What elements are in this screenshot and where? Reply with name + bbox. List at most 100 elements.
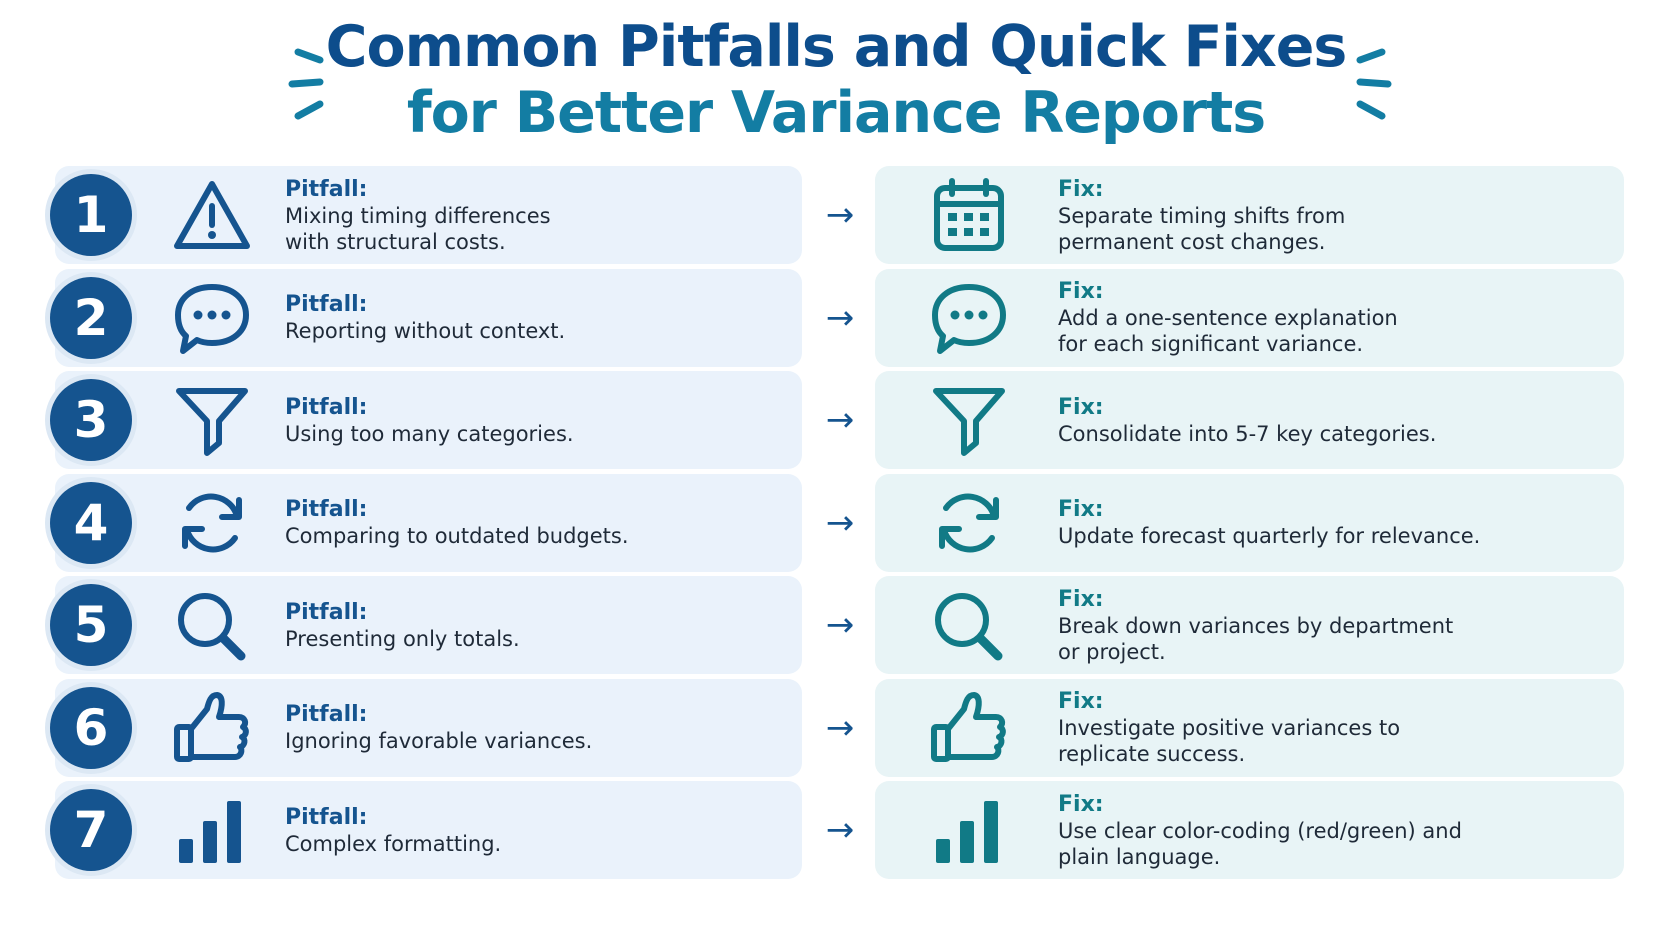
fix-text-block: Fix: Use clear color-coding (red/green) … [1058, 781, 1618, 879]
fix-label: Fix: [1058, 279, 1104, 304]
fix-description: Break down variances by department or pr… [1058, 613, 1454, 664]
pitfall-text-block: Pitfall: Reporting without context. [285, 269, 785, 367]
fix-card [875, 371, 1624, 469]
arrow-right-icon: → [825, 810, 855, 850]
fix-description: Add a one-sentence explanation for each … [1058, 306, 1398, 356]
arrow-right-icon: → [825, 400, 855, 440]
list-item: 4 Pitfall: Comparing to outdated budgets… [0, 473, 1672, 572]
title-line-2: for Better Variance Reports [406, 80, 1266, 146]
fix-text-block: Fix: Break down variances by department … [1058, 576, 1618, 674]
fix-text-block: Fix: Update forecast quarterly for relev… [1058, 474, 1618, 572]
row-number: 2 [50, 276, 132, 359]
fix-icon [928, 486, 1010, 560]
pitfall-description: Comparing to outdated budgets. [285, 524, 629, 548]
fix-icon [928, 178, 1010, 252]
list-item: 7 Pitfall: Complex formatting. → Fix: Us… [0, 781, 1672, 879]
arrow-right-icon: → [825, 605, 855, 645]
fix-label: Fix: [1058, 497, 1104, 522]
row-number: 3 [50, 379, 132, 461]
funnel-icon [933, 388, 1005, 456]
row-number: 6 [50, 686, 132, 769]
fix-card [875, 473, 1624, 572]
pitfall-icon [171, 691, 253, 765]
fix-description: Consolidate into 5-7 key categories. [1058, 421, 1437, 446]
pitfall-icon [171, 588, 253, 662]
pitfall-description: Presenting only totals. [285, 626, 520, 651]
pitfall-description: Using too many categories. [285, 421, 574, 446]
speech-bubble-icon [932, 283, 1006, 354]
row-number: 5 [50, 584, 132, 666]
funnel-icon [176, 388, 248, 456]
refresh-icon [182, 493, 242, 552]
list-item: 5 Pitfall: Presenting only totals. → Fix… [0, 576, 1672, 674]
row-number: 4 [50, 481, 132, 564]
bar-chart-icon [936, 801, 998, 863]
pitfall-text-block: Pitfall: Using too many categories. [285, 371, 785, 469]
pitfall-description: Reporting without context. [285, 319, 566, 343]
pitfall-label: Pitfall: [285, 497, 368, 522]
pitfall-card [55, 781, 802, 879]
fix-icon [928, 281, 1010, 355]
pitfall-card [55, 371, 802, 469]
arrow-right-icon: → [825, 195, 855, 235]
pitfall-icon [171, 383, 253, 457]
fix-text-block: Fix: Consolidate into 5-7 key categories… [1058, 371, 1618, 469]
page-title: Common Pitfalls and Quick Fixes for Bett… [0, 14, 1672, 146]
pitfall-icon [171, 486, 253, 560]
fix-label: Fix: [1058, 394, 1104, 420]
speech-bubble-icon [175, 283, 249, 354]
pitfall-label: Pitfall: [285, 394, 368, 420]
pitfall-text-block: Pitfall: Mixing timing differences with … [285, 166, 785, 264]
thumbs-up-icon [174, 691, 249, 762]
pitfall-card [55, 473, 802, 572]
list-item: 2 Pitfall: Reporting without context. → … [0, 268, 1672, 367]
pitfall-label: Pitfall: [285, 292, 368, 317]
pitfall-text-block: Pitfall: Complex formatting. [285, 781, 785, 879]
fix-description: Use clear color-coding (red/green) and p… [1058, 818, 1462, 869]
pitfall-icon [171, 793, 253, 867]
pitfall-label: Pitfall: [285, 804, 368, 830]
pitfall-label: Pitfall: [285, 702, 368, 727]
arrow-right-icon: → [825, 297, 855, 338]
list-item: 1 Pitfall: Mixing timing differences wit… [0, 166, 1672, 264]
calendar-icon [934, 178, 1004, 251]
fix-description: Investigate positive variances to replic… [1058, 716, 1401, 766]
sparkle-left-icon [288, 48, 324, 120]
fix-text-block: Fix: Separate timing shifts from permane… [1058, 166, 1618, 264]
arrow-right-icon: → [825, 707, 855, 748]
fix-icon [928, 383, 1010, 457]
list-item: 3 Pitfall: Using too many categories. → … [0, 371, 1672, 469]
thumbs-up-icon [931, 691, 1006, 762]
pitfall-description: Ignoring favorable variances. [285, 729, 593, 753]
pitfall-icon [171, 178, 253, 252]
row-number: 1 [50, 174, 132, 256]
pitfall-text-block: Pitfall: Comparing to outdated budgets. [285, 474, 785, 572]
fix-label: Fix: [1058, 689, 1104, 714]
fix-icon [928, 793, 1010, 867]
pitfall-icon [171, 281, 253, 355]
pitfall-text-block: Pitfall: Presenting only totals. [285, 576, 785, 674]
fix-text-block: Fix: Add a one-sentence explanation for … [1058, 269, 1618, 367]
fix-label: Fix: [1058, 176, 1104, 202]
fix-description: Separate timing shifts from permanent co… [1058, 203, 1346, 254]
fix-card [875, 268, 1624, 367]
fix-icon [928, 588, 1010, 662]
pitfall-label: Pitfall: [285, 176, 368, 202]
fix-card [875, 781, 1624, 879]
fix-icon [928, 691, 1010, 765]
pitfall-description: Complex formatting. [285, 831, 502, 856]
refresh-icon [939, 493, 999, 552]
arrow-right-icon: → [825, 502, 855, 543]
fix-text-block: Fix: Investigate positive variances to r… [1058, 679, 1618, 777]
pitfall-text-block: Pitfall: Ignoring favorable variances. [285, 679, 785, 777]
magnifier-icon [178, 593, 246, 661]
fix-description: Update forecast quarterly for relevance. [1058, 524, 1481, 548]
title-line-1: Common Pitfalls and Quick Fixes [325, 14, 1348, 80]
list-item: 6 Pitfall: Ignoring favorable variances.… [0, 678, 1672, 777]
fix-label: Fix: [1058, 586, 1104, 612]
bar-chart-icon [179, 801, 241, 863]
magnifier-icon [935, 593, 1003, 661]
row-number: 7 [50, 789, 132, 871]
warning-triangle-icon [174, 181, 250, 249]
fix-label: Fix: [1058, 791, 1104, 817]
